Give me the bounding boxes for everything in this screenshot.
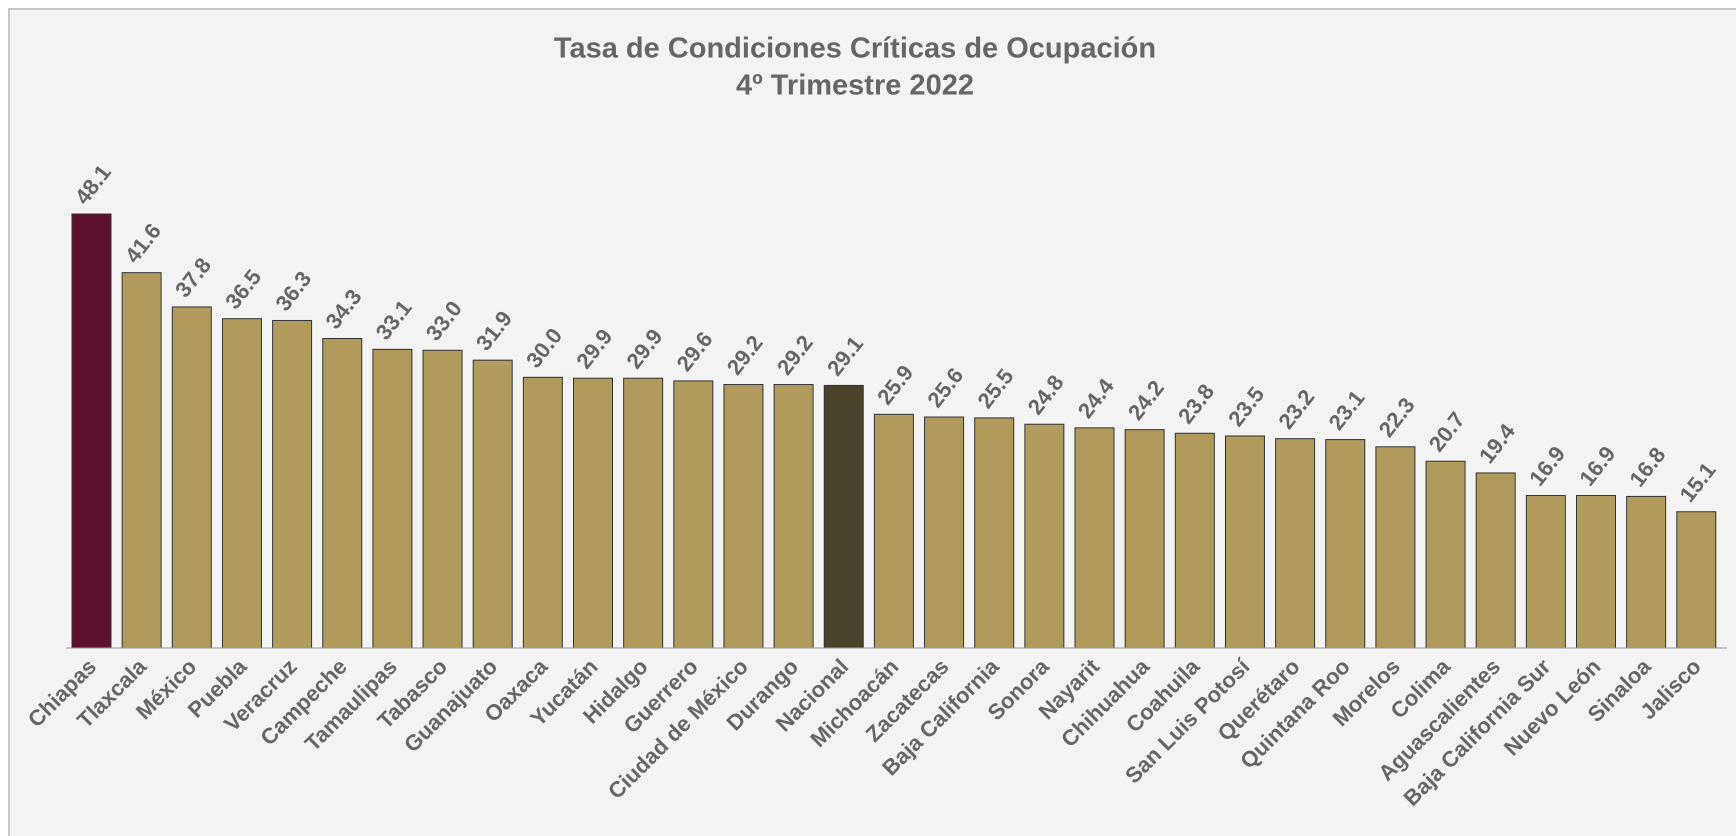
bar — [1475, 472, 1516, 649]
bar — [322, 338, 363, 649]
bar — [1375, 446, 1416, 649]
bar — [723, 384, 764, 649]
bar — [71, 213, 112, 649]
bar — [1425, 460, 1466, 649]
bar — [522, 376, 563, 649]
bar — [823, 384, 864, 649]
bar — [1224, 435, 1265, 649]
chart-subtitle: 4º Trimestre 2022 — [736, 70, 974, 102]
bar — [1124, 429, 1165, 649]
bar — [1576, 495, 1616, 649]
bar — [873, 413, 914, 649]
chart-frame — [8, 8, 1736, 836]
bar — [1525, 495, 1566, 649]
bar — [372, 348, 413, 649]
bar — [673, 380, 714, 649]
bar — [1174, 432, 1215, 649]
bar — [974, 417, 1015, 649]
bar — [1676, 511, 1717, 649]
bar — [773, 384, 814, 649]
chart-title: Tasa de Condiciones Críticas de Ocupació… — [554, 33, 1156, 65]
bar — [272, 319, 313, 649]
bar — [1275, 438, 1316, 649]
bar — [924, 416, 965, 649]
bar — [221, 318, 262, 649]
bar — [472, 359, 513, 649]
bar — [1626, 495, 1667, 649]
bar — [171, 306, 212, 649]
bar — [573, 377, 613, 649]
bar — [1074, 427, 1115, 649]
bar — [1024, 423, 1065, 649]
bar — [1325, 439, 1366, 649]
bar — [623, 377, 664, 649]
bar — [422, 349, 463, 649]
bar — [121, 272, 162, 649]
